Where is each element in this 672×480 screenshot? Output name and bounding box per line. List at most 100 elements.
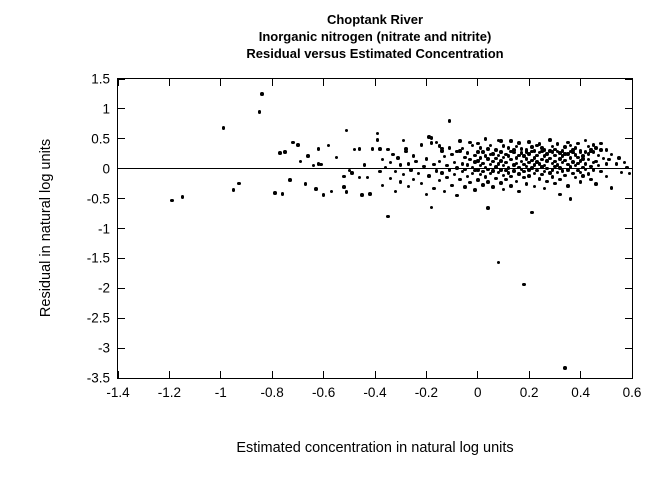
data-point xyxy=(424,157,429,161)
data-point xyxy=(578,149,583,153)
data-point xyxy=(530,158,534,163)
data-point xyxy=(563,145,567,149)
x-tick-mark xyxy=(323,371,325,378)
x-tick-mark-top xyxy=(477,79,479,86)
data-point xyxy=(501,155,506,160)
data-point xyxy=(465,163,470,167)
data-point xyxy=(321,193,326,197)
data-point xyxy=(486,157,490,161)
data-point xyxy=(396,156,400,160)
data-point xyxy=(509,184,513,188)
data-point xyxy=(555,142,560,146)
data-point xyxy=(555,149,560,154)
data-point xyxy=(442,154,447,159)
data-point xyxy=(406,184,411,189)
data-point xyxy=(550,168,555,172)
data-point xyxy=(334,155,339,160)
data-point xyxy=(260,92,264,96)
data-point xyxy=(288,178,292,182)
data-point xyxy=(522,169,526,174)
data-point xyxy=(560,160,565,165)
data-point xyxy=(499,150,503,154)
data-point xyxy=(522,175,526,180)
data-point xyxy=(619,170,624,175)
data-point xyxy=(601,156,606,161)
data-point xyxy=(501,187,506,192)
data-point xyxy=(537,150,542,155)
data-point xyxy=(393,189,398,194)
data-point xyxy=(460,146,465,151)
data-point xyxy=(530,145,534,149)
data-point xyxy=(535,143,539,148)
data-point xyxy=(519,151,524,155)
data-point xyxy=(566,140,570,145)
data-point xyxy=(347,168,352,173)
data-point xyxy=(437,144,441,148)
data-point xyxy=(548,138,552,142)
data-point xyxy=(491,169,495,173)
y-tick-label: -3.5 xyxy=(86,370,110,386)
x-tick-label: 0.2 xyxy=(519,385,539,400)
x-tick-mark xyxy=(477,371,479,378)
data-point xyxy=(578,170,583,175)
data-point xyxy=(555,170,560,175)
data-point xyxy=(581,154,585,158)
data-point xyxy=(576,168,580,173)
data-point xyxy=(450,152,454,157)
data-point xyxy=(237,181,241,186)
data-point xyxy=(504,177,508,182)
y-tick-label: -2 xyxy=(97,280,110,296)
data-point xyxy=(514,179,519,183)
data-point xyxy=(432,186,436,191)
data-point xyxy=(517,189,521,194)
data-point xyxy=(542,169,547,174)
data-point xyxy=(527,174,531,178)
data-point xyxy=(476,150,480,154)
data-point xyxy=(401,138,406,143)
data-point xyxy=(463,167,467,172)
data-point xyxy=(437,178,441,183)
x-tick-mark-top xyxy=(323,79,325,86)
plot-area xyxy=(117,78,633,379)
data-point xyxy=(622,160,627,165)
data-point xyxy=(607,157,611,162)
data-point xyxy=(604,148,609,152)
y-tick-mark-right xyxy=(625,198,632,200)
data-point xyxy=(499,159,503,163)
data-point xyxy=(406,162,411,166)
data-point xyxy=(532,156,537,160)
data-point xyxy=(519,167,524,172)
data-point xyxy=(488,143,493,148)
data-point xyxy=(596,153,601,158)
data-point xyxy=(432,162,436,167)
data-point xyxy=(298,159,303,164)
data-point xyxy=(478,163,483,168)
x-tick-mark-top xyxy=(580,79,582,86)
data-point xyxy=(558,151,562,155)
data-point xyxy=(419,143,423,147)
data-point xyxy=(524,164,529,169)
data-point xyxy=(478,146,483,150)
data-point xyxy=(468,157,472,162)
data-point xyxy=(319,162,323,167)
data-point xyxy=(527,168,531,172)
data-point xyxy=(609,186,614,190)
data-point xyxy=(473,160,477,164)
data-point xyxy=(535,160,539,164)
data-point xyxy=(398,163,403,167)
data-point xyxy=(404,147,408,151)
data-point xyxy=(560,154,565,158)
data-point xyxy=(589,147,593,152)
data-point xyxy=(512,148,516,152)
data-point xyxy=(514,144,519,149)
data-point xyxy=(576,155,580,160)
data-point xyxy=(329,189,334,194)
x-tick-mark xyxy=(580,371,582,378)
data-point xyxy=(542,154,547,158)
data-point xyxy=(496,153,501,158)
data-point xyxy=(429,205,434,210)
data-point xyxy=(494,156,498,161)
data-point xyxy=(540,172,544,177)
data-point xyxy=(604,174,609,179)
data-point xyxy=(458,149,462,153)
